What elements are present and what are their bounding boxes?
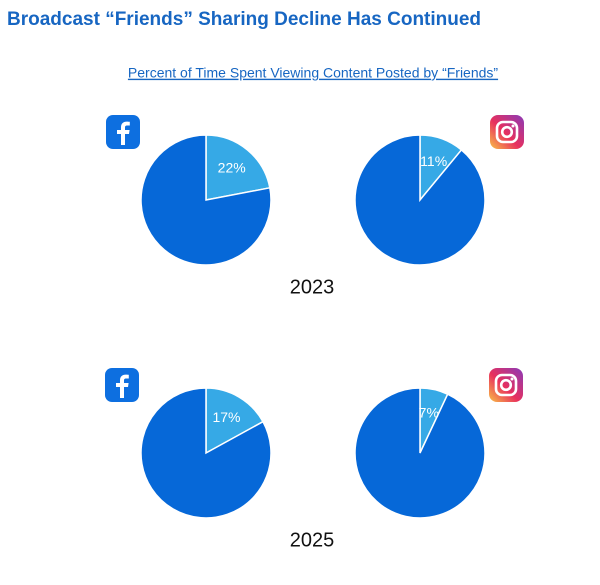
subtitle: Percent of Time Spent Viewing Content Po… xyxy=(128,65,498,81)
title: Broadcast “Friends” Sharing Decline Has … xyxy=(7,9,481,30)
data-label: 17% xyxy=(212,409,240,425)
facebook-icon xyxy=(105,368,139,402)
data-label: 11% xyxy=(420,153,447,169)
pie-slice xyxy=(205,134,271,201)
pie-slice xyxy=(205,387,264,455)
instagram-icon xyxy=(489,368,523,402)
instagram-icon xyxy=(490,115,524,149)
facebook-icon xyxy=(106,115,140,149)
year-label: 2023 xyxy=(290,276,335,298)
pie-slice xyxy=(354,134,486,266)
pie-slice xyxy=(140,134,272,266)
year-label: 2025 xyxy=(290,529,335,551)
pie-slice xyxy=(354,387,486,519)
pie-slice xyxy=(140,387,272,519)
data-label: 7% xyxy=(419,404,439,420)
data-label: 22% xyxy=(218,160,246,176)
